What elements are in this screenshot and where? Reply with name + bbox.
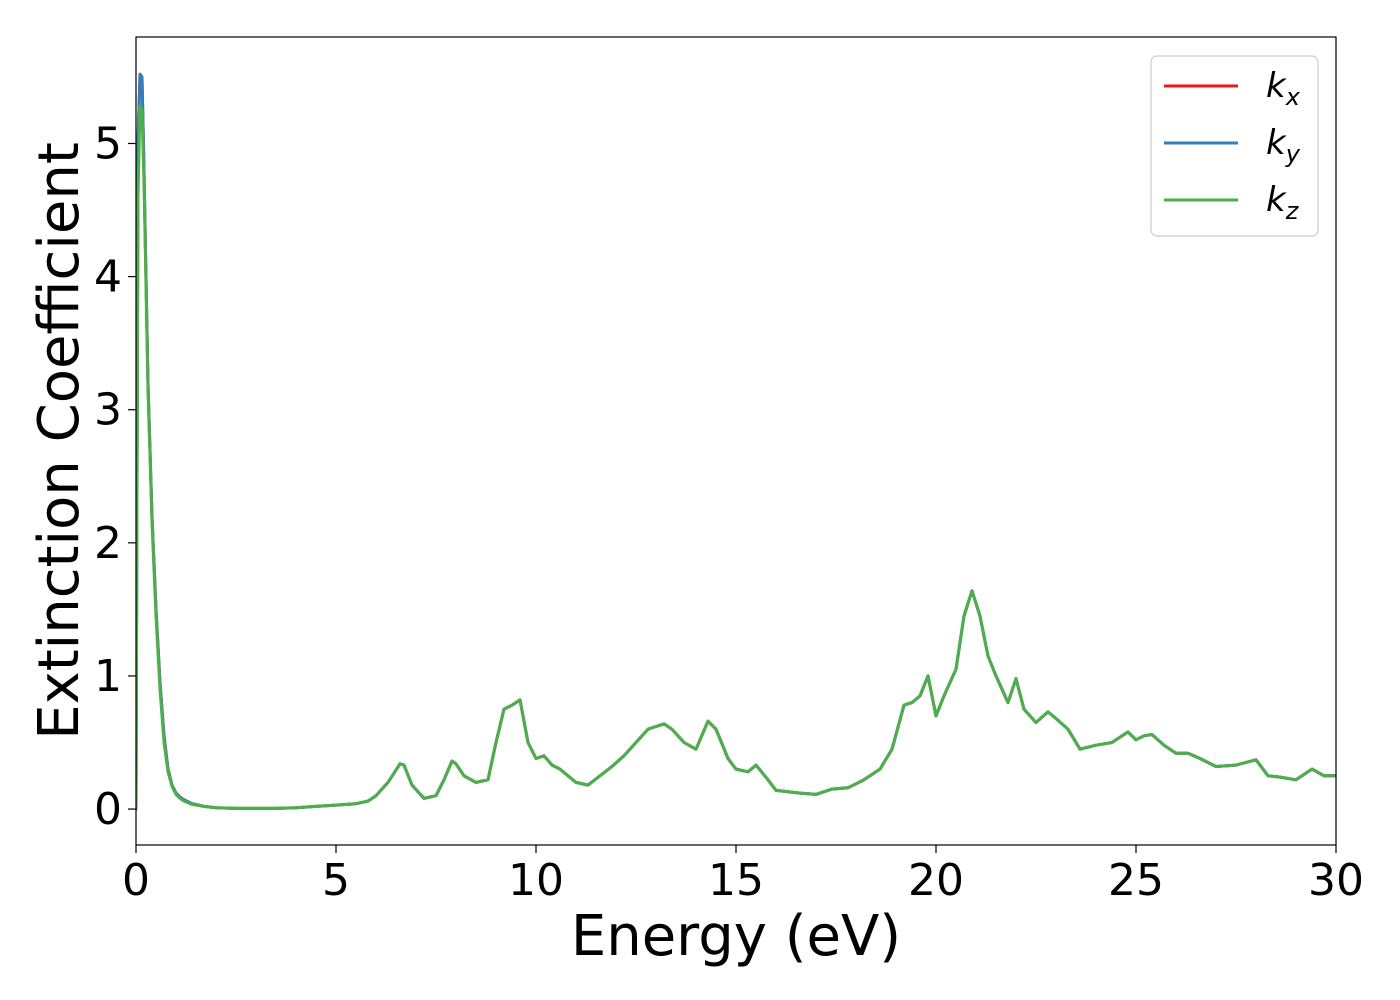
- y-tick-label: 0: [94, 784, 122, 835]
- x-tick-label: 25: [1108, 855, 1164, 906]
- x-axis-ticks: 0 5 10 15 20 25 30: [122, 845, 1364, 906]
- y-tick-label: 1: [94, 651, 122, 702]
- y-tick-label: 2: [94, 518, 122, 569]
- series-line-z: [136, 104, 1336, 811]
- legend: kx ky kz: [1150, 55, 1319, 237]
- x-tick-label: 30: [1308, 855, 1364, 906]
- legend-box: [1150, 55, 1319, 237]
- legend-label-y: ky: [1266, 123, 1301, 168]
- y-axis-ticks: 0 1 2 3 4 5: [94, 118, 136, 835]
- y-tick-label: 5: [94, 118, 122, 169]
- legend-label-x: kx: [1266, 66, 1301, 111]
- y-axis-label: Extinction Coefficient: [27, 142, 92, 740]
- x-tick-label: 10: [508, 855, 564, 906]
- x-tick-label: 0: [122, 855, 150, 906]
- x-axis-label: Energy (eV): [571, 904, 901, 969]
- series-layer: [136, 72, 1336, 811]
- y-tick-label: 4: [94, 252, 122, 303]
- x-tick-label: 15: [708, 855, 764, 906]
- x-tick-label: 20: [908, 855, 964, 906]
- legend-label-z: kz: [1266, 180, 1300, 225]
- y-tick-label: 3: [94, 385, 122, 436]
- x-tick-label: 5: [322, 855, 350, 906]
